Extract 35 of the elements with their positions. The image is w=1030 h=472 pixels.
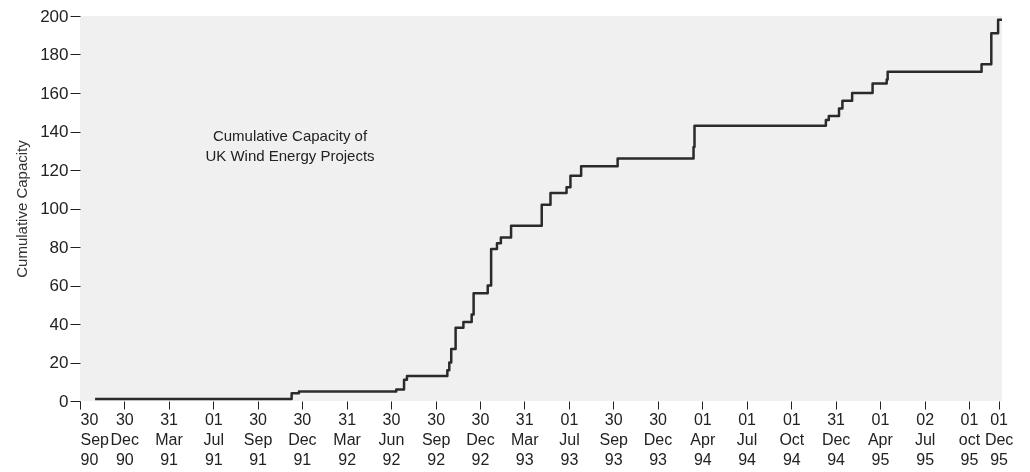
x-tick-label: 01 Apr 95	[867, 410, 894, 468]
y-tick-label: 120	[40, 160, 69, 180]
x-tick-label: 01 Apr 94	[690, 410, 716, 468]
x-tick-label: 30 Dec 91	[288, 410, 317, 468]
text: Cumulative Capacity of UK Wind Energy Projects	[205, 127, 375, 164]
y-tick-label: 0	[59, 391, 69, 411]
y-tick-label: 140	[40, 122, 69, 141]
x-tick-label: 30 Dec 93	[643, 410, 673, 468]
y-tick-label: 20	[49, 353, 69, 372]
x-tick-label: 01 Jul 94	[736, 410, 758, 468]
y-tick-label: 80	[49, 237, 69, 257]
x-tick-label: 01 Jul 91	[203, 410, 225, 468]
x-tick-label: 31 Dec 94	[821, 410, 851, 468]
x-tick-label: 31 Mar 92	[333, 410, 362, 468]
x-tick-label: 30 Sep 92	[421, 410, 451, 468]
x-tick-label: 01 oct 95	[958, 410, 981, 468]
y-tick-label: 40	[49, 314, 69, 334]
x-tick-label: 30 Dec 92	[466, 410, 495, 468]
y-axis-title: Cumulative Capacity	[13, 139, 31, 278]
x-tick-label: 01 Jul 93	[559, 410, 580, 468]
y-tick-label: 100	[40, 199, 69, 218]
y-tick-label: 160	[40, 83, 69, 103]
x-tick-label: 02 Jul 95	[914, 410, 936, 468]
x-tick-label: 01 Oct 94	[779, 410, 805, 468]
x-tick-label: 01 Dec 95	[984, 410, 1014, 468]
x-tick-label: 30 Dec 90	[110, 410, 139, 468]
x-tick-label: 31 Mar 93	[510, 410, 540, 468]
x-tick-label: 30 Jun 92	[378, 410, 405, 468]
y-tick-label: 60	[49, 276, 69, 295]
x-tick-label: 30 Sep 93	[599, 410, 629, 468]
x-tick-label: 30 Sep 90	[80, 410, 110, 468]
y-tick-label: 200	[40, 6, 69, 26]
y-tick-label: 180	[40, 45, 69, 64]
x-tick-label: 30 Sep 91	[243, 410, 273, 468]
x-tick-label: 31 Mar 91	[155, 410, 184, 468]
